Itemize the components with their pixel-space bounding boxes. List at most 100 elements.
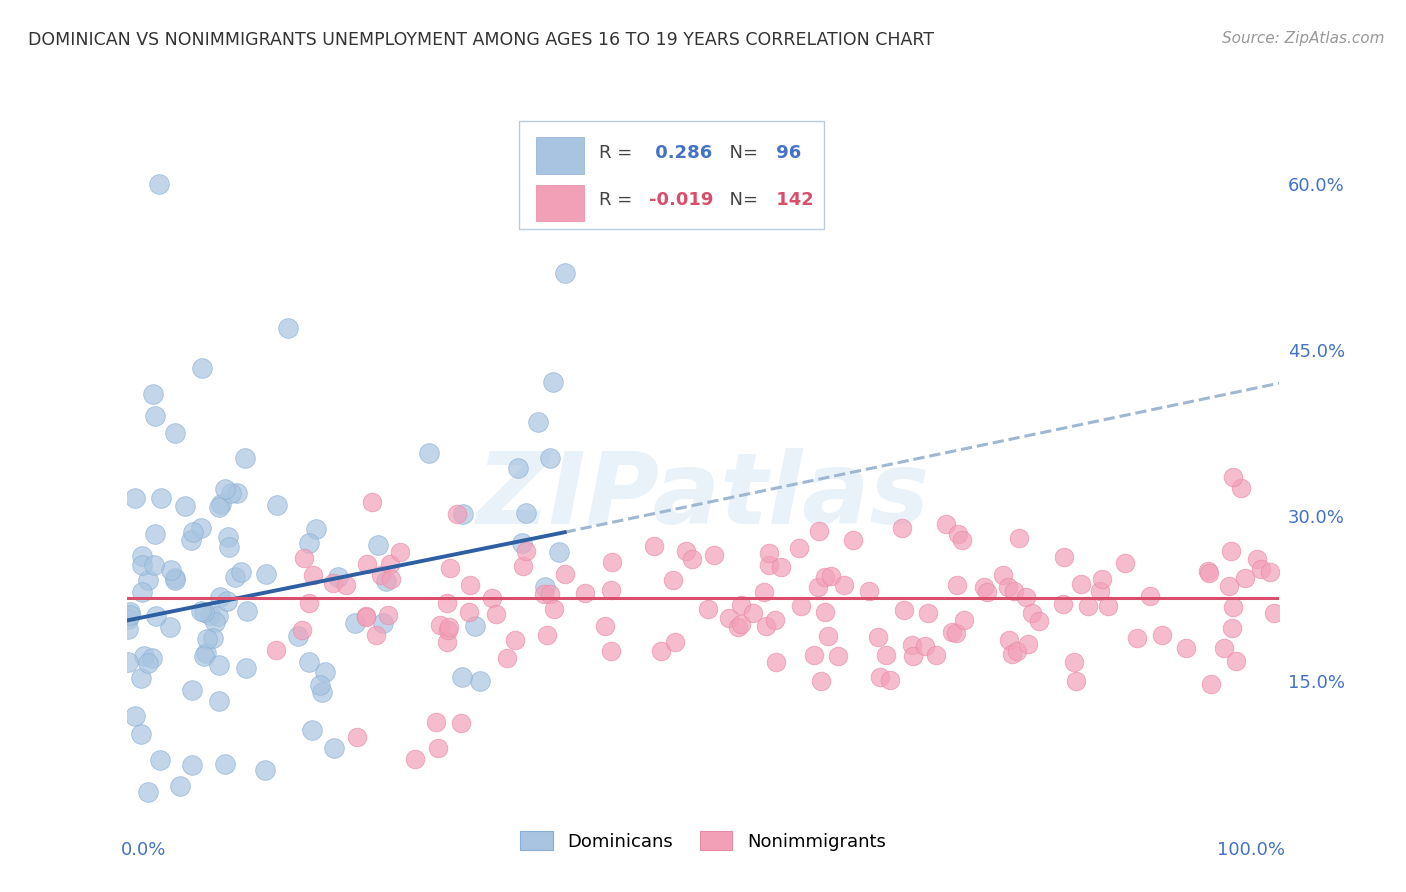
Point xyxy=(515,506,537,520)
Point xyxy=(600,643,623,657)
Text: 0.0%: 0.0% xyxy=(121,841,166,859)
Point xyxy=(266,498,288,512)
Point xyxy=(787,541,810,556)
Point xyxy=(292,551,315,566)
FancyBboxPatch shape xyxy=(519,121,824,229)
Text: 142: 142 xyxy=(770,191,814,209)
Point xyxy=(681,551,703,566)
Point xyxy=(1258,565,1281,579)
Point xyxy=(533,587,555,601)
Point xyxy=(204,615,226,629)
Point xyxy=(1091,572,1114,586)
Point xyxy=(131,549,153,564)
FancyBboxPatch shape xyxy=(536,137,585,174)
Point xyxy=(117,622,139,636)
Point xyxy=(538,587,561,601)
Point xyxy=(496,651,519,665)
Point xyxy=(439,620,461,634)
Point xyxy=(367,538,389,552)
Point xyxy=(814,605,837,619)
Point xyxy=(1212,641,1234,656)
Point xyxy=(364,628,387,642)
Point xyxy=(664,635,686,649)
Point xyxy=(136,573,159,587)
Point xyxy=(730,616,752,631)
Point xyxy=(1225,654,1247,668)
Point xyxy=(1222,621,1244,635)
Point xyxy=(451,670,474,684)
Point xyxy=(917,607,939,621)
Point xyxy=(765,655,787,669)
Point xyxy=(436,624,458,638)
Point xyxy=(426,740,449,755)
Point xyxy=(1002,583,1025,598)
Point xyxy=(373,615,395,630)
Point xyxy=(554,266,576,280)
Point xyxy=(309,678,332,692)
Point xyxy=(298,656,321,670)
Point xyxy=(953,613,976,627)
Point xyxy=(506,461,529,475)
Point xyxy=(224,570,246,584)
Point xyxy=(997,580,1019,594)
Point xyxy=(254,567,277,582)
Point xyxy=(869,670,891,684)
Point xyxy=(159,620,181,634)
Point xyxy=(134,648,156,663)
Point xyxy=(141,651,163,665)
Point xyxy=(277,321,299,335)
Point xyxy=(138,785,160,799)
Point xyxy=(541,376,564,390)
Point xyxy=(195,632,218,647)
Point xyxy=(858,583,880,598)
Point xyxy=(118,605,141,619)
Text: N=: N= xyxy=(718,191,763,209)
Point xyxy=(1139,589,1161,603)
Point xyxy=(451,507,474,521)
Point xyxy=(702,548,724,562)
Point xyxy=(207,609,229,624)
Point xyxy=(457,605,479,619)
Point xyxy=(191,361,214,376)
Point xyxy=(515,544,537,558)
Point xyxy=(148,178,170,192)
Point xyxy=(380,572,402,586)
Point xyxy=(194,646,217,660)
Point xyxy=(1063,655,1085,669)
Point xyxy=(298,536,321,550)
Point xyxy=(328,570,350,584)
Point xyxy=(755,618,778,632)
Point xyxy=(543,602,565,616)
Point xyxy=(214,483,236,497)
Point xyxy=(817,629,839,643)
Point xyxy=(354,610,377,624)
Point xyxy=(1246,552,1268,566)
Point xyxy=(193,605,215,619)
Point xyxy=(201,632,224,646)
Point xyxy=(1008,531,1031,545)
Point xyxy=(593,619,616,633)
Point xyxy=(174,499,197,513)
Point xyxy=(973,580,995,594)
Point xyxy=(1064,673,1087,688)
Point xyxy=(1070,576,1092,591)
Point xyxy=(377,607,399,622)
Point xyxy=(180,533,202,548)
Point xyxy=(1201,677,1223,691)
Point xyxy=(868,630,890,644)
Point xyxy=(335,577,357,591)
Point xyxy=(803,648,825,663)
Point xyxy=(574,586,596,600)
Point xyxy=(136,657,159,671)
Point xyxy=(1097,599,1119,614)
Point xyxy=(436,596,458,610)
Point xyxy=(901,648,924,663)
Point xyxy=(209,498,232,512)
Point xyxy=(323,740,346,755)
Point xyxy=(183,525,205,540)
Point xyxy=(727,620,749,634)
Point xyxy=(361,495,384,509)
Point xyxy=(643,539,665,553)
Point xyxy=(1175,641,1198,656)
Point xyxy=(503,633,526,648)
